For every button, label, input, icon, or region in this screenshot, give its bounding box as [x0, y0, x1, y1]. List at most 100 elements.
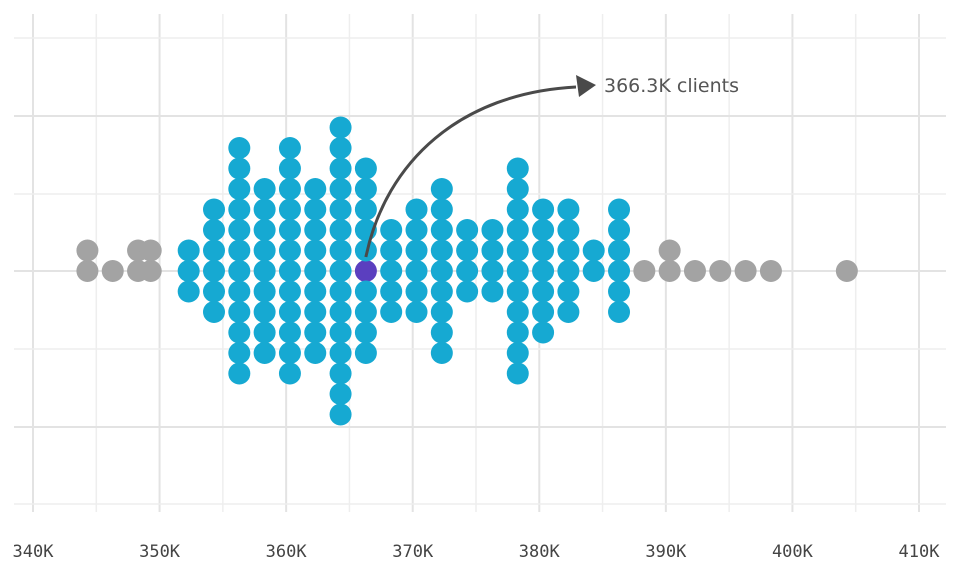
data-dot	[139, 239, 162, 262]
data-dot	[506, 219, 529, 241]
data-dot	[557, 219, 580, 241]
data-dot	[228, 301, 251, 323]
x-tick-label: 370K	[392, 542, 434, 562]
data-dot	[329, 383, 352, 405]
data-dot	[253, 342, 276, 364]
data-dot	[278, 198, 301, 221]
data-dot	[557, 280, 580, 303]
data-dot	[177, 280, 200, 303]
data-dot	[329, 403, 352, 426]
data-dot	[456, 219, 479, 241]
data-dot	[354, 301, 377, 323]
data-dot	[380, 260, 403, 282]
data-dot	[304, 260, 327, 282]
data-dot	[481, 280, 504, 303]
data-dot	[278, 321, 301, 344]
data-dot	[253, 321, 276, 344]
data-dot	[506, 239, 529, 262]
data-dot	[456, 260, 479, 282]
x-tick-label: 400K	[772, 542, 814, 562]
data-dot	[177, 260, 200, 282]
annotation-arrow-head	[576, 75, 596, 97]
annotation-label: 366.3K clients	[604, 75, 739, 97]
data-dot	[405, 260, 428, 282]
data-dot	[329, 239, 352, 262]
data-dot	[532, 239, 555, 262]
data-dot	[430, 321, 453, 344]
data-dot	[608, 301, 631, 323]
data-dot	[380, 280, 403, 303]
data-dot	[354, 321, 377, 344]
data-dot	[253, 301, 276, 323]
data-dot	[430, 342, 453, 364]
data-dot	[456, 239, 479, 262]
data-dot	[759, 260, 782, 282]
data-dot	[202, 280, 225, 303]
data-dot	[354, 178, 377, 200]
x-tick-label: 410K	[899, 542, 941, 562]
data-dot	[278, 362, 301, 385]
data-dot	[506, 342, 529, 364]
data-dot	[734, 260, 757, 282]
data-dot	[177, 239, 200, 262]
data-dot	[683, 260, 706, 282]
data-dot	[139, 260, 162, 282]
data-dot	[228, 362, 251, 385]
annotation: 366.3K clients	[364, 75, 739, 258]
data-dot	[329, 178, 352, 200]
x-tick-label: 380K	[519, 542, 561, 562]
data-dot	[278, 342, 301, 364]
data-dot	[329, 342, 352, 364]
data-dot	[481, 219, 504, 241]
data-dot	[101, 260, 124, 282]
dots	[76, 116, 858, 426]
data-dot	[202, 301, 225, 323]
data-dot	[228, 342, 251, 364]
data-dot	[329, 198, 352, 221]
data-dot	[329, 301, 352, 323]
data-dot	[228, 321, 251, 344]
data-dot	[405, 301, 428, 323]
data-dot	[532, 260, 555, 282]
data-dot	[430, 178, 453, 200]
data-dot	[430, 219, 453, 241]
data-dot	[430, 239, 453, 262]
data-dot	[253, 239, 276, 262]
data-dot	[202, 239, 225, 262]
data-dot	[76, 239, 99, 262]
data-dot	[278, 157, 301, 180]
data-dot	[506, 198, 529, 221]
data-dot	[430, 280, 453, 303]
data-dot	[278, 219, 301, 241]
data-dot	[658, 239, 681, 262]
data-dot	[304, 219, 327, 241]
data-dot	[329, 362, 352, 385]
data-dot	[278, 260, 301, 282]
data-dot	[430, 198, 453, 221]
data-dot	[253, 280, 276, 303]
data-dot	[278, 280, 301, 303]
data-dot	[481, 260, 504, 282]
data-dot	[506, 362, 529, 385]
data-dot	[253, 198, 276, 221]
data-dot	[278, 301, 301, 323]
data-dot	[709, 260, 732, 282]
data-dot	[405, 198, 428, 221]
data-dot	[76, 260, 99, 282]
x-tick-label: 340K	[13, 542, 55, 562]
data-dot	[228, 219, 251, 241]
data-dot	[557, 239, 580, 262]
data-dot	[380, 219, 403, 241]
data-dot	[608, 260, 631, 282]
data-dot	[329, 116, 352, 139]
data-dot	[354, 157, 377, 180]
data-dot	[608, 239, 631, 262]
data-dot	[658, 260, 681, 282]
data-dot	[253, 260, 276, 282]
data-dot	[405, 219, 428, 241]
data-dot	[202, 198, 225, 221]
data-dot	[329, 219, 352, 241]
data-dot	[304, 280, 327, 303]
data-dot	[202, 219, 225, 241]
